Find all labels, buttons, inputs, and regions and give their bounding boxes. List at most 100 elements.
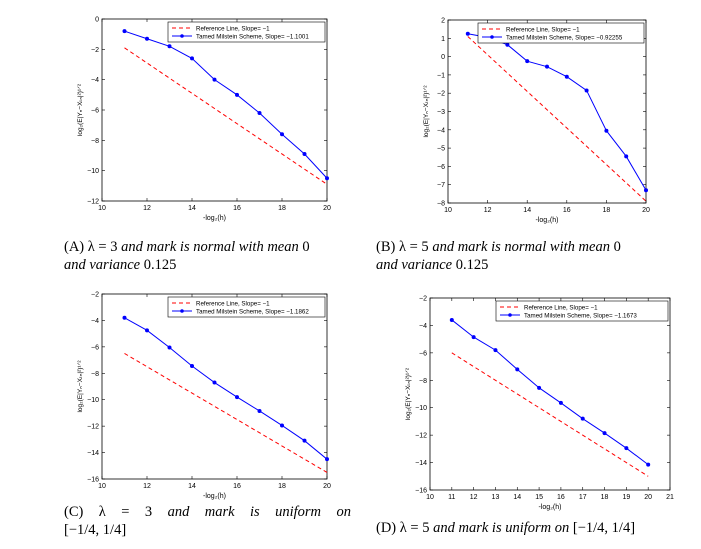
series-1-point (190, 364, 194, 369)
series-1-point (122, 29, 127, 34)
x-tick-label: 10 (98, 205, 106, 212)
chart-c-svg: 10 12 14 16 18 20 −2 −4 −6 −8 −10 −12 −14 −16 -log₂(h)… (77, 292, 331, 501)
y-tick-label: −4 (91, 318, 99, 325)
series-1-point (257, 111, 262, 116)
caption-d-text: and mark is uniform on (433, 520, 570, 536)
series-1-point (212, 380, 217, 385)
series-1-point (190, 56, 194, 61)
series-1-point (325, 457, 329, 462)
x-tick-label: 14 (523, 207, 531, 214)
y-axis-label: log₂(E|Yₙ−Xₜₙ|²)¹ᐟ² (423, 85, 430, 138)
y-axis-label: log₂(E|Yₙ−Xₜₙ|²)¹ᐟ² (77, 360, 84, 413)
chart-1-plot: 10 12 14 16 18 20210−1−2−3−4−5−6−7−8-log₂(h)l… (423, 18, 650, 225)
x-axis-label: -log₂(h) (203, 493, 226, 500)
series-1-point (602, 431, 607, 436)
x-tick-label: 18 (601, 494, 609, 501)
series-1-point (167, 345, 172, 350)
series-1-point (280, 423, 284, 428)
x-tick-label: 12 (143, 483, 151, 490)
x-tick-label: 18 (603, 207, 611, 214)
legend-entry-0: Reference Line, Slope= −1 (196, 25, 270, 32)
series-1-point (122, 315, 127, 320)
chart-b-svg: 10 12 14 16 18 20210−1−2−3−4−5−6−7−8-log₂(h)l… (423, 18, 650, 225)
x-tick-label: 13 (492, 494, 500, 501)
series-1-point (584, 88, 589, 93)
y-tick-label: −12 (415, 433, 427, 440)
caption-c-w1: and (167, 504, 190, 520)
legend-entry-0: Reference Line, Slope= −1 (524, 304, 598, 311)
legend-entry-0: Reference Line, Slope= −1 (506, 26, 580, 33)
x-tick-label: 18 (278, 483, 286, 490)
series-1-point (624, 154, 629, 159)
legend-box (167, 21, 326, 43)
x-tick-label: 14 (513, 494, 521, 501)
plot-frame (429, 297, 671, 491)
y-tick-label: −2 (419, 296, 427, 303)
caption-d-interval: [−1/4, 1/4] (569, 520, 636, 536)
y-tick-label: −8 (91, 371, 99, 378)
x-axis-label: -log₂(h) (539, 504, 562, 511)
series-1-point (167, 44, 172, 49)
caption-c-w5: on (336, 504, 351, 520)
chart-a-svg: 10 12 14 16 18 20 0 −2 −4 −6 −8 −10 −12 -log₂(h) log₂(… (77, 17, 331, 223)
x-tick-label: 20 (323, 483, 331, 490)
series-1-point (537, 385, 542, 390)
series-1-point (646, 462, 651, 467)
plot-frame (101, 293, 328, 480)
y-tick-label: −2 (437, 91, 445, 98)
series-1-point (280, 132, 284, 137)
caption-b-variance: 0.125 (452, 257, 489, 273)
y-tick-label: −6 (437, 164, 445, 171)
y-tick-label: −10 (87, 397, 99, 404)
series-0-line (124, 353, 328, 473)
series-1-point (302, 151, 307, 156)
series-1-line (124, 30, 328, 179)
caption-d-label: (D) (376, 520, 397, 536)
series-1-line (467, 33, 647, 191)
chart-d-svg: 10 11 12 13 14 15 16 17 18 19 20 21 −2 −4 −6 −8 −10 −12 −1… (405, 296, 674, 512)
y-tick-label: −14 (87, 450, 99, 457)
y-tick-label: −10 (87, 168, 99, 175)
legend-entry-1: Tamed Milstein Scheme, Slope= −1.1673 (524, 312, 637, 319)
x-tick-label: 16 (563, 207, 571, 214)
caption-c-label: (C) (64, 504, 84, 520)
caption-c-w2: mark (204, 504, 235, 520)
y-tick-label: −4 (91, 77, 99, 84)
caption-c-w3: is (250, 504, 260, 520)
y-axis-label: log₂(E|Yₙ−Xₜₙ|²)¹ᐟ² (405, 367, 412, 420)
x-tick-label: 17 (579, 494, 587, 501)
y-tick-label: −10 (415, 405, 427, 412)
x-axis-label: -log₂(h) (203, 215, 226, 222)
y-tick-label: −12 (87, 424, 99, 431)
y-tick-label: −1 (437, 72, 445, 79)
legend-entry-1: Tamed Milstein Scheme, Slope= −1.1001 (196, 33, 309, 40)
series-1-point (145, 328, 149, 333)
series-1-point (580, 416, 585, 421)
y-tick-label: −5 (437, 146, 445, 153)
series-1-point (604, 128, 609, 133)
x-tick-label: 16 (557, 494, 565, 501)
series-1-line (124, 317, 328, 460)
x-tick-label: 10 (426, 494, 434, 501)
y-tick-label: −14 (415, 460, 427, 467)
legend-entry-0: Reference Line, Slope= −1 (196, 300, 270, 307)
legend-box (167, 296, 326, 318)
x-tick-label: 10 (444, 207, 452, 214)
series-1-point (564, 74, 569, 79)
chart-0-plot: 10 12 14 16 18 20 0 −2 −4 −6 −8 −10 −12 -log₂(h) log₂(… (77, 17, 331, 223)
plot-frame (447, 19, 647, 204)
series-1-point (644, 188, 648, 193)
x-tick-label: 10 (98, 483, 106, 490)
y-tick-label: 0 (95, 17, 99, 24)
series-1-line (451, 319, 649, 466)
x-tick-label: 11 (448, 494, 455, 501)
x-tick-label: 14 (188, 205, 196, 212)
chart-panel-d: 10 11 12 13 14 15 16 17 18 19 20 21 −2 −4 −6 −8 −10 −12 −1… (350, 282, 701, 512)
chart-panel-a: 10 12 14 16 18 20 0 −2 −4 −6 −8 −10 −12 -log₂(h) log₂(… (0, 0, 350, 230)
series-1-point (515, 367, 520, 372)
series-1-point (465, 31, 470, 36)
series-1-point (471, 335, 476, 340)
y-tick-label: −16 (87, 477, 99, 484)
caption-c-eq: = (121, 504, 130, 520)
y-tick-label: −4 (437, 127, 445, 134)
